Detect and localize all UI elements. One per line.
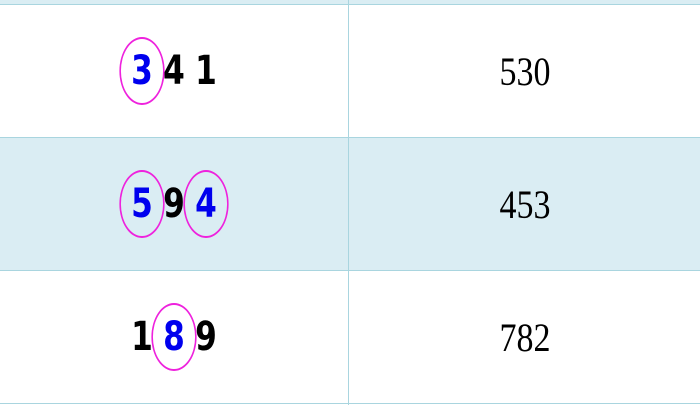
circle-mark (119, 37, 165, 105)
circled-digit: 5 (119, 170, 165, 238)
digit: 1 (130, 314, 155, 360)
circled-digit: 4 (183, 170, 229, 238)
column-divider (348, 0, 349, 405)
table-row: 5 9 4 453 (0, 138, 700, 271)
value-cell: 530 (349, 5, 700, 137)
digit-text: 1 (131, 314, 153, 360)
circled-digit: 3 (119, 37, 165, 105)
circle-mark (151, 303, 197, 371)
digit: 1 (194, 48, 219, 94)
value-cell: 453 (349, 138, 700, 270)
value-text: 453 (499, 181, 550, 227)
digit-text: 9 (195, 314, 217, 360)
digit-text: 9 (163, 181, 185, 227)
header-strip (0, 0, 700, 5)
table-row: 1 8 9 782 (0, 271, 700, 404)
circled-digit: 8 (151, 303, 197, 371)
table-row: 3 4 1 530 (0, 5, 700, 138)
value-cell: 782 (349, 271, 700, 403)
value-text: 782 (499, 314, 550, 360)
circle-mark (183, 170, 229, 238)
digit: 4 (162, 48, 187, 94)
digit-text: 4 (163, 48, 185, 94)
value-text: 530 (499, 48, 550, 94)
digit: 9 (194, 314, 219, 360)
digit-text: 1 (195, 48, 217, 94)
circle-mark (119, 170, 165, 238)
digit: 9 (162, 181, 187, 227)
